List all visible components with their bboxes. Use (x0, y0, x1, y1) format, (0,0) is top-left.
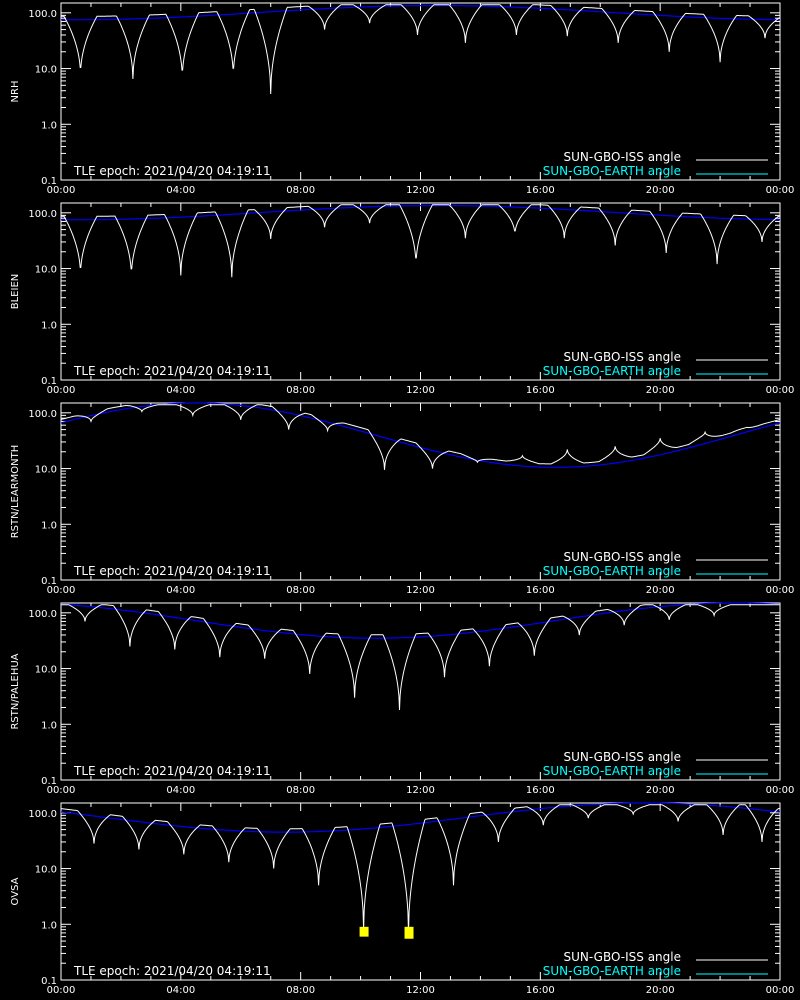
x-tick-label: 16:00 (526, 985, 555, 996)
y-tick-label: 1.0 (41, 120, 57, 131)
iss-angle-line (61, 4, 781, 95)
y-tick-label: 10.0 (35, 65, 57, 76)
legend-earth-label: SUN-GBO-EARTH angle (543, 964, 681, 978)
x-tick-label: 12:00 (406, 785, 435, 796)
y-tick-label: 100.0 (28, 409, 57, 420)
chart-panel-ovsa: 0.1 1.0 10.0 100.0 00:00 04:00 08:00 12:00 16:00… (10, 802, 795, 996)
x-tick-label: 16:00 (526, 185, 555, 196)
y-tick-label: 10.0 (35, 865, 57, 876)
event-marker (404, 926, 414, 939)
legend-earth-label: SUN-GBO-EARTH angle (543, 164, 681, 178)
x-tick-label: 08:00 (286, 385, 315, 396)
earth-angle-line (61, 4, 780, 21)
x-tick-label: 20:00 (646, 785, 675, 796)
legend-earth-label: SUN-GBO-EARTH angle (543, 564, 681, 578)
y-tick-label: 10.0 (35, 265, 57, 276)
y-axis-label: RSTN/LEARMONTH (10, 445, 21, 539)
x-tick-label: 00:00 (766, 985, 795, 996)
y-tick-label: 0.1 (41, 376, 57, 387)
x-tick-label: 20:00 (646, 585, 675, 596)
iss-angle-line (61, 604, 780, 711)
event-marker (359, 926, 369, 937)
y-tick-label: 0.1 (41, 976, 57, 987)
legend-iss-label: SUN-GBO-ISS angle (564, 750, 681, 764)
legend-iss-label: SUN-GBO-ISS angle (564, 350, 681, 364)
x-tick-label: 08:00 (286, 985, 315, 996)
x-tick-label: 08:00 (286, 585, 315, 596)
y-tick-label: 100.0 (28, 809, 57, 820)
y-axis-label: RSTN/PALEHUA (10, 653, 21, 729)
y-tick-label: 100.0 (28, 209, 57, 220)
chart-panel-rstn-learmonth: 0.1 1.0 10.0 100.0 00:00 04:00 08:00 12:00 16:00… (10, 402, 795, 596)
iss-angle-line (60, 404, 781, 470)
y-tick-label: 1.0 (41, 720, 57, 731)
y-axis-label: BLEIEN (10, 274, 21, 310)
x-tick-label: 00:00 (47, 185, 76, 196)
x-tick-label: 16:00 (526, 785, 555, 796)
x-tick-label: 08:00 (286, 785, 315, 796)
y-axis-label: NRH (10, 81, 21, 103)
tle-epoch-annotation: TLE epoch: 2021/04/20 04:19:11 (73, 764, 271, 778)
x-tick-label: 16:00 (526, 585, 555, 596)
x-tick-label: 04:00 (166, 385, 195, 396)
y-tick-label: 100.0 (28, 609, 57, 620)
x-tick-label: 04:00 (166, 185, 195, 196)
earth-angle-line (60, 602, 781, 639)
x-tick-label: 12:00 (406, 385, 435, 396)
x-tick-label: 04:00 (166, 985, 195, 996)
x-tick-label: 04:00 (166, 785, 195, 796)
x-tick-label: 20:00 (646, 385, 675, 396)
tle-epoch-annotation: TLE epoch: 2021/04/20 04:19:11 (73, 364, 271, 378)
x-tick-label: 12:00 (406, 185, 435, 196)
legend-iss-label: SUN-GBO-ISS angle (564, 950, 681, 964)
chart-panel-bleien: 0.1 1.0 10.0 100.0 00:00 04:00 08:00 12:00 16:00… (10, 202, 795, 396)
y-tick-label: 10.0 (35, 465, 57, 476)
legend-iss-label: SUN-GBO-ISS angle (564, 150, 681, 164)
y-tick-label: 1.0 (41, 520, 57, 531)
tle-epoch-annotation: TLE epoch: 2021/04/20 04:19:11 (73, 164, 271, 178)
x-tick-label: 00:00 (766, 785, 795, 796)
x-tick-label: 04:00 (166, 585, 195, 596)
x-tick-label: 00:00 (47, 985, 76, 996)
x-tick-label: 00:00 (47, 585, 76, 596)
y-tick-label: 100.0 (28, 9, 57, 20)
iss-angle-line (61, 204, 780, 278)
legend-iss-label: SUN-GBO-ISS angle (564, 550, 681, 564)
y-tick-label: 0.1 (41, 776, 57, 787)
x-tick-label: 16:00 (526, 385, 555, 396)
x-tick-label: 20:00 (646, 185, 675, 196)
x-tick-label: 00:00 (47, 785, 76, 796)
iss-angle-line (60, 804, 781, 933)
y-tick-label: 10.0 (35, 665, 57, 676)
earth-angle-line (60, 802, 781, 833)
legend-earth-label: SUN-GBO-EARTH angle (543, 364, 681, 378)
y-tick-label: 0.1 (41, 576, 57, 587)
x-tick-label: 00:00 (47, 385, 76, 396)
y-axis-label: OVSA (10, 877, 21, 905)
earth-angle-line (61, 205, 780, 221)
tle-epoch-annotation: TLE epoch: 2021/04/20 04:19:11 (73, 564, 271, 578)
y-tick-label: 1.0 (41, 320, 57, 331)
x-tick-label: 20:00 (646, 985, 675, 996)
x-tick-label: 00:00 (766, 385, 795, 396)
y-tick-label: 1.0 (41, 920, 57, 931)
y-tick-label: 0.1 (41, 176, 57, 187)
legend-earth-label: SUN-GBO-EARTH angle (543, 764, 681, 778)
chart-panel-nrh: 0.1 1.0 10.0 100.0 00:00 04:00 08:00 12:00 16:00… (10, 2, 795, 196)
chart-panel-rstn-palehua: 0.1 1.0 10.0 100.0 00:00 04:00 08:00 12:00 16:00… (10, 602, 795, 796)
x-tick-label: 00:00 (766, 185, 795, 196)
x-tick-label: 12:00 (406, 985, 435, 996)
x-tick-label: 08:00 (286, 185, 315, 196)
x-tick-label: 12:00 (406, 585, 435, 596)
x-tick-label: 00:00 (766, 585, 795, 596)
earth-angle-line (60, 402, 781, 468)
tle-epoch-annotation: TLE epoch: 2021/04/20 04:19:11 (73, 964, 271, 978)
